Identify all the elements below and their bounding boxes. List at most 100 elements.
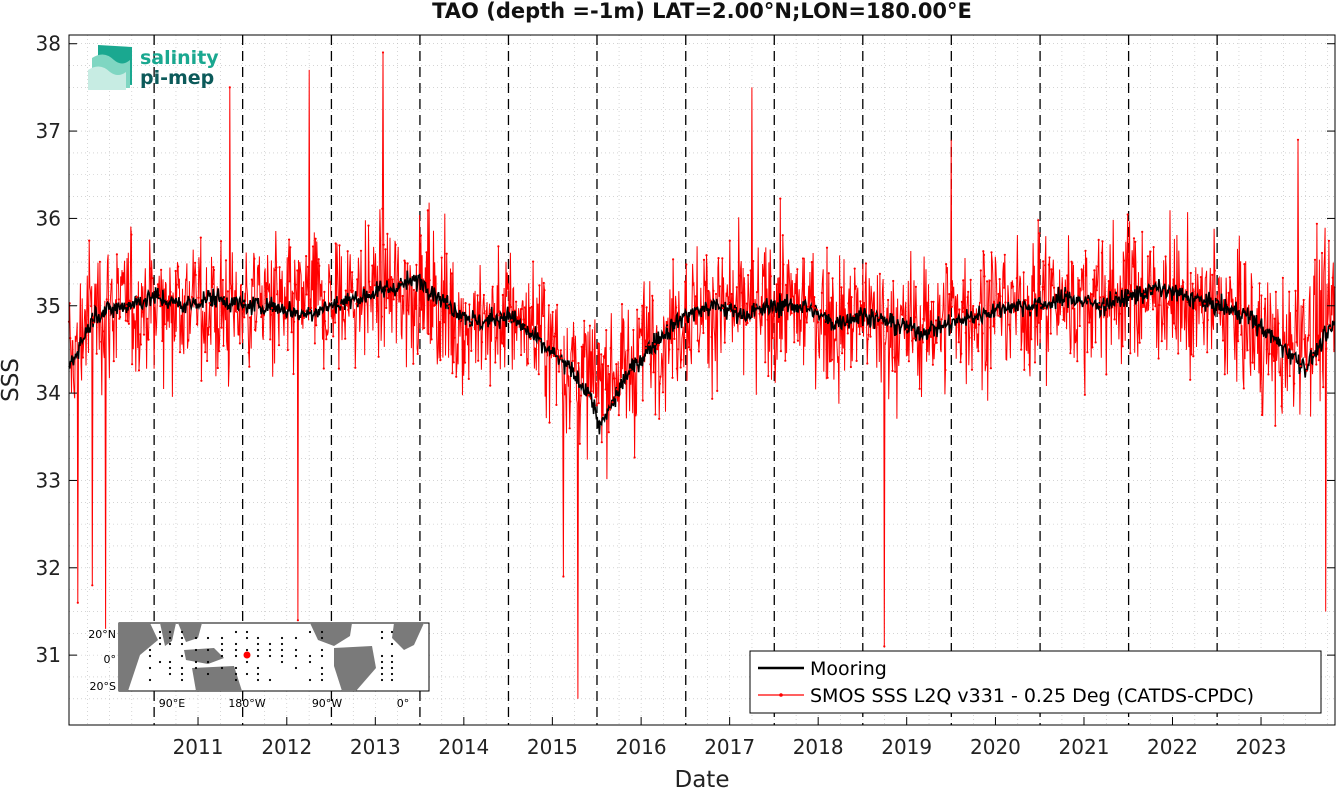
smos-point	[1037, 219, 1040, 222]
smos-point	[260, 315, 263, 319]
smos-point	[455, 375, 458, 378]
smos-point	[866, 362, 869, 365]
smos-point	[131, 307, 134, 310]
smos-point	[118, 317, 121, 320]
smos-point	[160, 268, 163, 271]
smos-point	[1049, 332, 1052, 335]
smos-point	[1066, 274, 1069, 277]
smos-point	[702, 331, 705, 335]
smos-point	[1020, 348, 1023, 351]
smos-point	[1113, 318, 1116, 321]
smos-point	[1062, 318, 1065, 321]
smos-point	[95, 352, 98, 355]
smos-point	[403, 259, 406, 262]
smos-point	[211, 282, 214, 286]
smos-point	[829, 360, 832, 363]
smos-point	[929, 335, 933, 338]
smos-point	[541, 312, 544, 315]
mooring-dot	[256, 648, 260, 652]
smos-point	[385, 287, 388, 290]
smos-point	[1240, 333, 1243, 336]
smos-point	[1069, 352, 1072, 355]
smos-point	[156, 283, 159, 286]
smos-point	[290, 331, 293, 334]
smos-point	[429, 299, 432, 302]
smos-point	[305, 293, 308, 296]
smos-point	[450, 272, 453, 275]
smos-point	[489, 384, 492, 387]
smos-point	[1266, 347, 1269, 351]
smos-point	[212, 268, 216, 272]
smos-point	[288, 238, 291, 241]
smos-point	[355, 302, 358, 305]
x-axis-label: Date	[675, 767, 730, 790]
smos-point	[840, 286, 843, 289]
smos-point	[318, 264, 321, 267]
smos-point	[1215, 301, 1218, 304]
mooring-dot	[180, 630, 184, 634]
smos-point	[448, 312, 451, 315]
smos-point	[301, 287, 304, 290]
smos-point	[880, 321, 883, 325]
smos-point	[1190, 353, 1193, 356]
smos-point	[1008, 323, 1011, 326]
smos-point	[274, 269, 277, 272]
selected-mooring-marker	[243, 651, 251, 659]
smos-point	[826, 376, 829, 379]
smos-point	[1150, 289, 1153, 292]
mooring-dot	[148, 666, 152, 670]
smos-point	[984, 363, 988, 366]
smos-point	[777, 320, 780, 323]
smos-point	[972, 304, 975, 308]
smos-point	[846, 332, 849, 335]
smos-point	[659, 375, 662, 378]
smos-point	[738, 274, 741, 277]
smos-point	[958, 308, 961, 311]
smos-point	[780, 293, 783, 296]
smos-point	[530, 305, 533, 308]
smos-point	[1242, 387, 1245, 390]
smos-point	[334, 242, 337, 245]
smos-point	[883, 645, 886, 648]
smos-point	[130, 233, 133, 236]
smos-point	[755, 291, 759, 294]
mooring-dot	[234, 672, 238, 676]
smos-point	[982, 250, 985, 253]
smos-point	[1174, 327, 1177, 330]
smos-point	[721, 307, 725, 310]
smos-point	[968, 336, 971, 339]
smos-point	[675, 306, 678, 309]
x-tick-label: 2012	[261, 735, 312, 759]
smos-point	[653, 343, 656, 346]
smos-point	[343, 320, 346, 323]
smos-point	[1246, 349, 1249, 352]
legend-swatch-smos-marker	[779, 693, 783, 697]
mooring-dot	[158, 660, 162, 664]
smos-point	[1251, 361, 1254, 364]
mooring-dot	[308, 660, 312, 664]
mooring-dot	[245, 672, 249, 676]
smos-point	[935, 341, 938, 344]
axis-ticks: 31 32 33 34 35 36 37 38 2011 2012 2013 2014 2015 2016…	[36, 32, 1335, 759]
smos-point	[313, 342, 316, 345]
smos-point	[790, 312, 793, 315]
smos-point	[1083, 393, 1086, 396]
land-australia	[192, 666, 242, 691]
smos-point	[341, 306, 344, 309]
smos-point	[771, 336, 774, 340]
smos-point	[1177, 352, 1180, 355]
mooring-dot	[220, 654, 224, 658]
mooring-dot	[158, 630, 162, 634]
smos-point	[677, 348, 680, 351]
x-tick-label: 2023	[1236, 735, 1287, 759]
smos-point	[893, 356, 896, 359]
smos-point	[370, 288, 373, 291]
mooring-dot	[220, 666, 224, 670]
smos-point	[1172, 322, 1175, 325]
smos-point	[1071, 262, 1074, 265]
smos-point	[337, 367, 340, 370]
smos-point	[566, 374, 569, 377]
smos-point	[179, 329, 182, 332]
smos-point	[204, 351, 207, 354]
